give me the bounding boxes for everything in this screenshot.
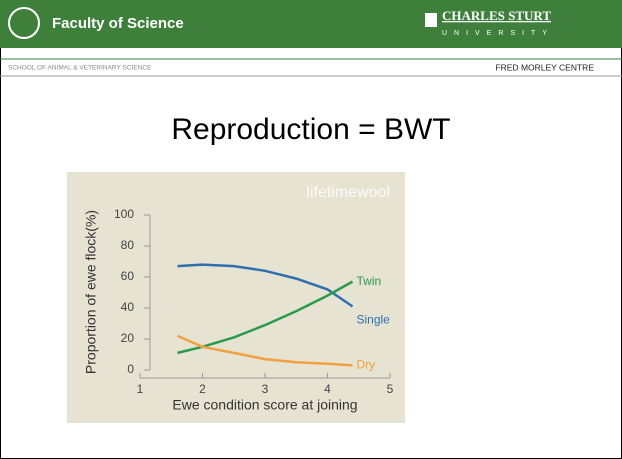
x-tick-label: 2 xyxy=(199,382,206,396)
university: CHARLES STURT xyxy=(442,8,551,23)
x-tick-label: 3 xyxy=(262,382,269,396)
chart-bg xyxy=(67,172,405,423)
series-label: Dry xyxy=(357,358,376,372)
y-tick-label: 0 xyxy=(127,362,134,376)
series-label: Single xyxy=(357,313,391,327)
watermark: lifetimewool xyxy=(306,184,390,201)
logo xyxy=(8,7,40,39)
x-tick-label: 4 xyxy=(324,382,331,396)
series-label: Twin xyxy=(357,274,382,288)
y-tick-label: 20 xyxy=(121,331,135,345)
y-axis-title: Proportion of ewe flock(%) xyxy=(83,210,99,374)
slide-title: Reproduction = BWT xyxy=(171,113,450,146)
x-tick-label: 5 xyxy=(387,382,394,396)
x-tick-label: 1 xyxy=(137,382,144,396)
school: SCHOOL OF ANIMAL & VETERINARY SCIENCE xyxy=(8,65,152,72)
header-bar xyxy=(0,0,622,48)
university-sub: UNIVERSITY xyxy=(442,30,554,37)
x-axis-title: Ewe condition score at joining xyxy=(172,397,357,413)
y-tick-label: 100 xyxy=(114,207,134,221)
crest xyxy=(425,13,437,27)
centre: FRED MORLEY CENTRE xyxy=(495,62,594,72)
y-tick-label: 40 xyxy=(121,300,135,314)
y-tick-label: 80 xyxy=(121,238,135,252)
y-tick-label: 60 xyxy=(121,269,135,283)
series-line xyxy=(177,263,354,308)
faculty: Faculty of Science xyxy=(52,15,184,32)
series-line xyxy=(177,334,353,367)
